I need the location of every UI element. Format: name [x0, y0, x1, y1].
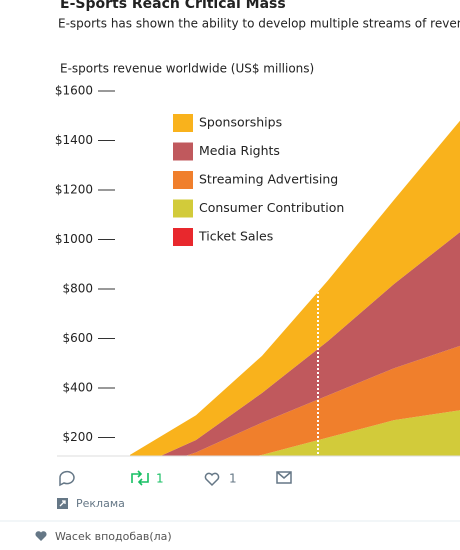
like-icon: [204, 472, 220, 487]
liked-by[interactable]: Wacek вподобав(ла): [55, 530, 172, 543]
legend-swatch: [173, 114, 193, 132]
y-tick-label: $400: [62, 381, 93, 395]
legend-label: Ticket Sales: [198, 229, 273, 244]
legend-swatch: [173, 171, 193, 189]
ad-arrow: [59, 500, 66, 507]
area: [185, 345, 460, 456]
message-button[interactable]: [276, 471, 292, 484]
message-icon: [276, 471, 292, 484]
y-tick-label: $1000: [55, 232, 93, 246]
legend-swatch: [173, 142, 193, 161]
retweet-count: 1: [156, 472, 164, 486]
legend-swatch: [173, 228, 193, 246]
like-count: 1: [229, 472, 237, 486]
retweet-button[interactable]: 1: [131, 470, 164, 486]
area: [130, 475, 460, 487]
legend-swatch: [173, 199, 193, 218]
y-tick-label: $1200: [55, 183, 93, 197]
ad-label[interactable]: Реклама: [76, 497, 125, 510]
chart-title: E-Sports Reach Critical Mass: [60, 0, 286, 12]
y-tick-label: $1400: [55, 133, 93, 147]
y-tick-label: $800: [62, 282, 93, 296]
chart-subtitle: E-sports has shown the ability to develo…: [58, 17, 460, 31]
retweet-icon: [131, 470, 149, 486]
y-axis-label: E-sports revenue worldwide (US$ millions…: [60, 62, 314, 76]
y-tick-label: $200: [62, 430, 93, 444]
liked-icon: [35, 531, 47, 541]
area: [256, 410, 460, 456]
like-button[interactable]: 1: [204, 472, 237, 487]
area: [160, 232, 460, 456]
legend-label: Consumer Contribution: [199, 200, 344, 215]
legend-label: Media Rights: [199, 143, 280, 158]
legend-label: Streaming Advertising: [199, 172, 338, 187]
legend-label: Sponsorships: [199, 115, 282, 130]
reply-button[interactable]: [59, 470, 75, 487]
y-tick-label: $600: [62, 331, 93, 345]
y-tick-label: $1600: [55, 84, 93, 98]
reply-icon: [59, 470, 75, 487]
